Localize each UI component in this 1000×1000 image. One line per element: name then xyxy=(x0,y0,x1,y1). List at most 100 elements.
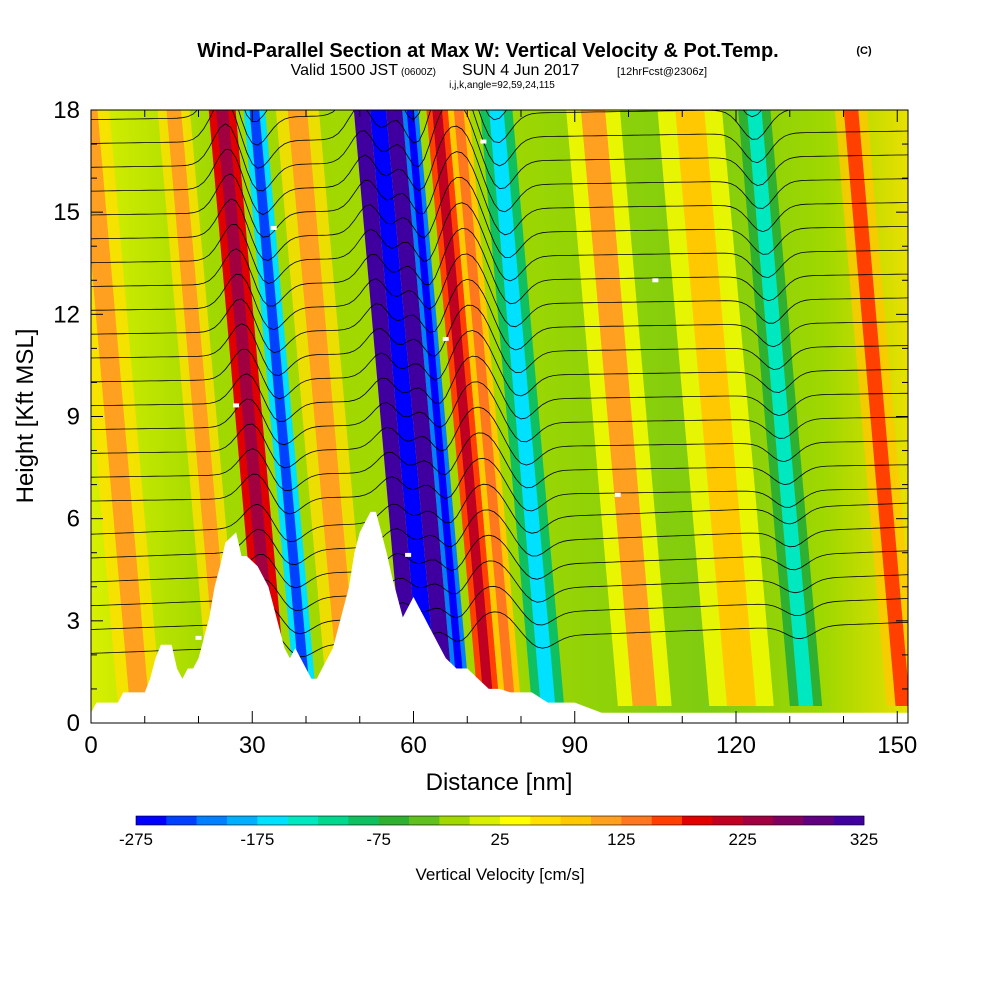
updraft-band-2-core xyxy=(390,110,450,706)
bg-band-0-core xyxy=(91,110,150,706)
colorbar-tick-labels: -275 -175 -75 25 125 225 325 xyxy=(119,830,878,849)
updraft-band-4-core xyxy=(453,110,516,706)
bg-band-1-core xyxy=(166,110,233,706)
valid-prefix: Valid 1500 JST xyxy=(291,62,399,79)
colorbar-swatch-21 xyxy=(773,816,804,825)
colorbar-swatch-6 xyxy=(318,816,349,825)
colorbar-swatch-7 xyxy=(348,816,379,825)
updraft-band-0-core xyxy=(216,110,280,706)
contour-label-12 xyxy=(442,336,449,341)
colorbar-swatch-5 xyxy=(287,816,319,825)
x-tick-label-4: 120 xyxy=(716,732,756,759)
isentrope-20 xyxy=(91,110,908,192)
colorbar-tick-label-4: 125 xyxy=(607,830,635,849)
updraft-band-1-core xyxy=(358,110,418,706)
x-axis-label: Distance [nm] xyxy=(426,769,573,796)
colorbar-swatch-14 xyxy=(560,816,592,825)
colorbar-swatch-19 xyxy=(712,816,743,825)
colorbar-swatch-3 xyxy=(227,816,258,825)
colorbar-swatch-8 xyxy=(378,816,410,825)
isentrope-9 xyxy=(91,381,908,446)
colorbar-swatch-15 xyxy=(591,816,622,825)
contour-label-21 xyxy=(480,139,487,144)
velocity-field xyxy=(91,110,908,706)
isentrope-16 xyxy=(91,202,908,285)
bg-band-3-core xyxy=(580,110,657,706)
valid-date: SUN 4 Jun 2017 xyxy=(462,62,580,79)
contour-label-6 xyxy=(614,492,621,497)
colorbar-swatch-23 xyxy=(833,816,865,825)
y-tick-label-2: 6 xyxy=(67,506,80,533)
colorbar-tick-label-1: -175 xyxy=(240,830,274,849)
chart-title: Wind-Parallel Section at Max W: Vertical… xyxy=(197,40,778,62)
y-tick-label-6: 18 xyxy=(53,97,80,124)
contour-label-15 xyxy=(652,278,659,283)
colorbar-swatch-9 xyxy=(409,816,440,825)
colorbar-swatch-16 xyxy=(621,816,652,825)
x-tick-label-0: 0 xyxy=(84,732,97,759)
contour-labels xyxy=(195,139,659,640)
colorbar-frame xyxy=(135,815,865,826)
downdraft-band-1-core xyxy=(374,110,434,706)
valid-utc: (0600Z) xyxy=(401,67,436,78)
isentrope-8 xyxy=(91,406,908,469)
colorbar xyxy=(135,815,865,826)
bg-band-2-core xyxy=(287,110,359,706)
pot-temp-contours xyxy=(91,110,908,658)
y-tick-label-0: 0 xyxy=(67,710,80,737)
isentrope-17 xyxy=(91,177,908,261)
colorbar-swatch-18 xyxy=(682,816,713,825)
isentrope-23 xyxy=(244,110,763,123)
colorbar-swatch-17 xyxy=(651,816,683,825)
isentrope-18 xyxy=(91,151,908,238)
colorbar-tick-label-0: -275 xyxy=(119,830,153,849)
x-tick-label-3: 90 xyxy=(561,732,588,759)
contour-label-9 xyxy=(233,403,240,408)
isentrope-7 xyxy=(91,432,908,492)
x-axis: 0 30 60 90 120 150 xyxy=(84,110,917,759)
bg-band-5-core xyxy=(843,110,908,706)
colorbar-tick-label-3: 25 xyxy=(491,830,510,849)
downdraft-band-3-core xyxy=(489,110,556,706)
isentrope-5 xyxy=(91,483,908,543)
isentrope-10 xyxy=(91,355,908,422)
x-tick-label-5: 150 xyxy=(877,732,917,759)
colorbar-swatch-10 xyxy=(439,816,470,825)
y-axis-label: Height [Kft MSL] xyxy=(12,329,39,504)
colorbar-tick-label-6: 325 xyxy=(850,830,878,849)
isentrope-13 xyxy=(91,278,908,354)
colorbar-swatch-4 xyxy=(257,816,288,825)
colorbar-swatch-1 xyxy=(166,816,197,825)
colorbar-swatch-12 xyxy=(500,816,531,825)
contour-label-3 xyxy=(405,552,412,557)
isentrope-21 xyxy=(91,110,908,169)
isentrope-14 xyxy=(91,253,908,331)
isentrope-15 xyxy=(91,227,908,307)
colorbar-swatch-13 xyxy=(530,816,561,825)
copyright-mark: (C) xyxy=(856,45,872,57)
colorbar-swatch-0 xyxy=(136,816,167,825)
isentrope-19 xyxy=(91,125,908,215)
terrain-mask xyxy=(91,511,908,723)
isentrope-22 xyxy=(91,110,793,146)
colorbar-tick-label-2: -75 xyxy=(366,830,391,849)
x-tick-label-2: 60 xyxy=(400,732,427,759)
y-tick-label-3: 9 xyxy=(67,404,80,431)
colorbar-swatch-2 xyxy=(196,816,228,825)
y-axis: 0 3 6 9 12 15 18 xyxy=(53,97,908,737)
y-tick-label-5: 15 xyxy=(53,199,80,226)
x-tick-label-1: 30 xyxy=(239,732,266,759)
colorbar-label: Vertical Velocity [cm/s] xyxy=(415,865,584,884)
isentrope-11 xyxy=(91,330,908,400)
contour-label-18 xyxy=(270,225,277,230)
updraft-band-3-core xyxy=(432,110,494,706)
colorbar-tick-label-5: 225 xyxy=(728,830,756,849)
contour-label-0 xyxy=(195,635,202,640)
forecast-info: [12hrFcst@2306z] xyxy=(617,66,707,78)
colorbar-swatch-22 xyxy=(803,816,834,825)
section-indices: i,j,k,angle=92,59,24,115 xyxy=(449,80,555,91)
colorbar-swatch-11 xyxy=(469,816,501,825)
isentrope-12 xyxy=(91,304,908,376)
y-tick-label-4: 12 xyxy=(53,301,80,328)
